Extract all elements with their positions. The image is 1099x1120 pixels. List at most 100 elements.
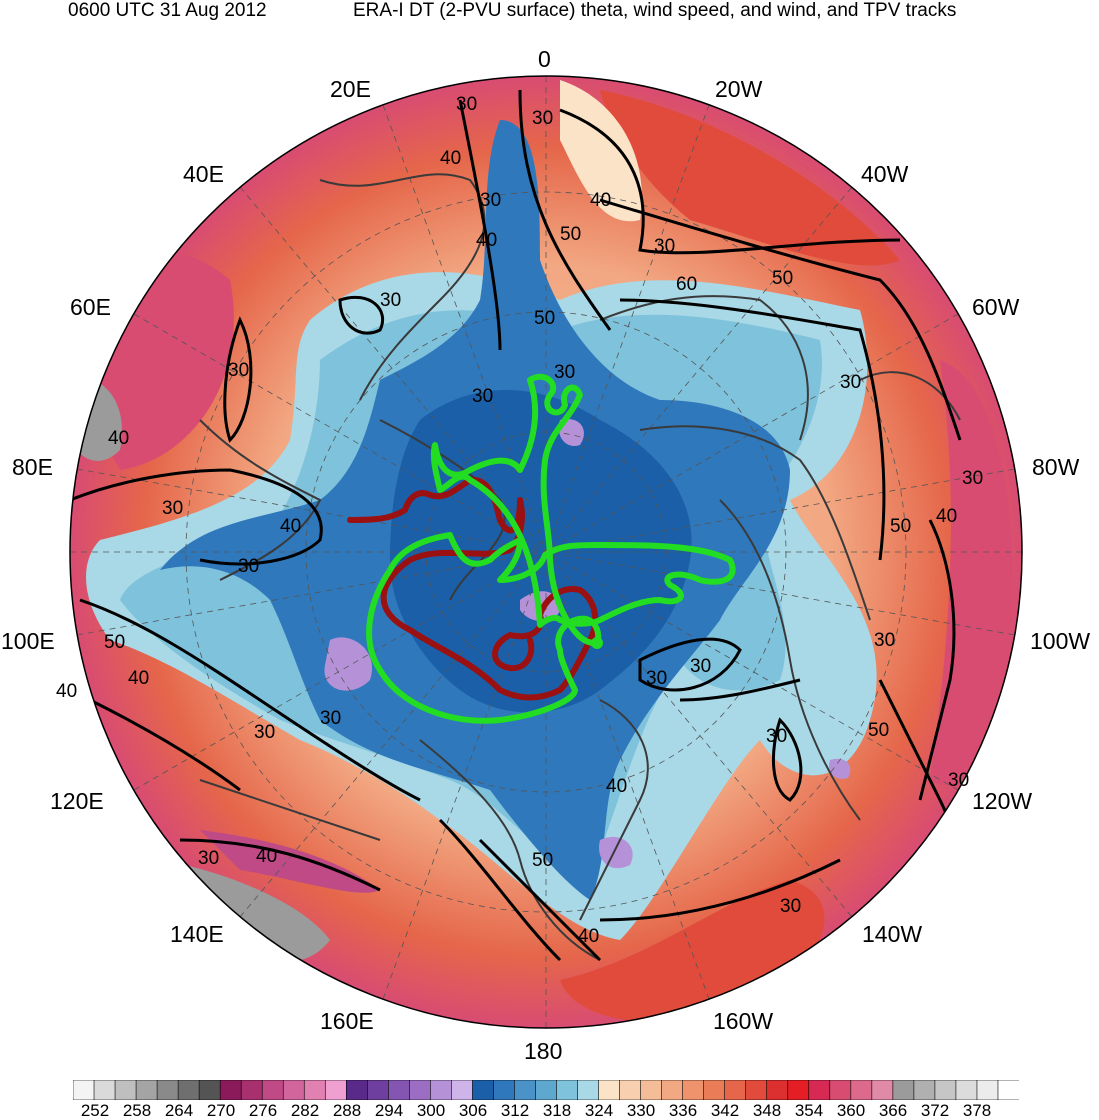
contour-label: 30 bbox=[948, 770, 969, 791]
contour-label: 30 bbox=[962, 468, 983, 489]
colorbar-cell bbox=[808, 1080, 831, 1100]
colorbar-cell bbox=[766, 1080, 789, 1100]
contour-label: 30 bbox=[874, 630, 895, 651]
colorbar-cell bbox=[324, 1080, 348, 1100]
colorbar-tick: 306 bbox=[458, 1101, 488, 1120]
colorbar-tick: 282 bbox=[290, 1101, 320, 1120]
colorbar-cell bbox=[240, 1080, 263, 1100]
longitude-label: 180 bbox=[524, 1038, 562, 1064]
header-datetime: 0600 UTC 31 Aug 2012 bbox=[68, 0, 267, 21]
longitude-label: 100E bbox=[1, 628, 55, 654]
contour-label: 50 bbox=[890, 516, 911, 537]
longitude-label: 100W bbox=[1030, 628, 1090, 654]
contour-label: 30 bbox=[320, 708, 341, 729]
map-boundary bbox=[69, 75, 1023, 1029]
theta-purple-spot-3 bbox=[599, 836, 633, 869]
colorbar-tick: 354 bbox=[794, 1101, 824, 1120]
colorbar-cell bbox=[114, 1080, 137, 1100]
contour-label: 30 bbox=[480, 190, 501, 211]
polar-map: 30 30 40 30 40 50 40 30 60 50 50 30 30 3… bbox=[1, 46, 1090, 1064]
longitude-labels: 0 20W 40W 60W 80W 100W 120W 140W 160W 18… bbox=[1, 46, 1090, 1064]
colorbar-cell bbox=[409, 1080, 432, 1100]
contour-label-group: 30 30 40 30 40 50 40 30 60 50 50 30 30 3… bbox=[56, 94, 983, 947]
colorbar-cell bbox=[472, 1080, 495, 1100]
contour-label: 40 bbox=[590, 190, 611, 211]
colorbar-tick: 258 bbox=[122, 1101, 152, 1120]
longitude-label: 40E bbox=[183, 161, 224, 187]
contour-label: 40 bbox=[936, 506, 957, 527]
contour-label: 30 bbox=[238, 556, 259, 577]
colorbar-cell bbox=[640, 1080, 663, 1100]
colorbar-cell bbox=[493, 1080, 516, 1100]
colorbar-tick: 336 bbox=[668, 1101, 698, 1120]
colorbar-cell bbox=[156, 1080, 179, 1100]
theta-purple-spot-2 bbox=[324, 637, 372, 691]
contour-label: 30 bbox=[766, 726, 787, 747]
colorbar-cell bbox=[892, 1080, 915, 1100]
longitude-label: 60E bbox=[70, 294, 111, 320]
colorbar-cell bbox=[451, 1080, 474, 1100]
longitude-label: 40W bbox=[861, 161, 909, 187]
contour-label: 30 bbox=[554, 362, 575, 383]
contour-label: 40 bbox=[108, 428, 129, 449]
contour-label: 30 bbox=[472, 386, 493, 407]
colorbar-tick: 324 bbox=[584, 1101, 614, 1120]
longitude-label: 120W bbox=[972, 788, 1032, 814]
longitude-label: 140E bbox=[170, 921, 224, 947]
colorbar-cell bbox=[198, 1080, 221, 1100]
wind-speed-contours bbox=[70, 89, 962, 962]
colorbar-cell bbox=[261, 1080, 285, 1100]
colorbar-tick: 342 bbox=[710, 1101, 740, 1120]
colorbar-cell bbox=[829, 1080, 852, 1100]
longitude-label: 60W bbox=[972, 294, 1020, 320]
colorbar-cell bbox=[745, 1080, 768, 1100]
colorbar-tick: 318 bbox=[542, 1101, 572, 1120]
contour-label: 40 bbox=[256, 846, 277, 867]
contour-label: 30 bbox=[654, 236, 675, 257]
colorbar-tick: 348 bbox=[752, 1101, 782, 1120]
contour-label: 40 bbox=[128, 668, 149, 689]
longitude-label: 0 bbox=[538, 46, 551, 72]
colorbar-tick: 372 bbox=[920, 1101, 950, 1120]
colorbar-cell bbox=[303, 1080, 327, 1100]
colorbar-tick: 294 bbox=[374, 1101, 404, 1120]
theta-light-region-ne bbox=[560, 80, 642, 222]
colorbar-cell bbox=[997, 1080, 1019, 1100]
colorbar-tick: 288 bbox=[332, 1101, 362, 1120]
colorbar-cell bbox=[367, 1080, 390, 1100]
colorbar-tick: 270 bbox=[206, 1101, 236, 1120]
contour-label: 30 bbox=[162, 498, 183, 519]
colorbar-cell bbox=[787, 1080, 810, 1100]
contour-label: 40 bbox=[440, 148, 461, 169]
colorbar-tick: 264 bbox=[164, 1101, 194, 1120]
contour-label: 40 bbox=[476, 230, 497, 251]
theta-purple-spot-4 bbox=[558, 419, 584, 446]
colorbar-cell bbox=[556, 1080, 579, 1100]
colorbar-cell bbox=[598, 1080, 621, 1100]
colorbar-cell bbox=[514, 1080, 537, 1100]
contour-label: 30 bbox=[456, 94, 477, 115]
colorbar-cell bbox=[345, 1080, 369, 1100]
colorbar-cell bbox=[73, 1080, 95, 1100]
contour-label: 30 bbox=[646, 668, 667, 689]
contour-label: 50 bbox=[868, 720, 889, 741]
colorbar-tick: 276 bbox=[248, 1101, 278, 1120]
colorbar-cell bbox=[282, 1080, 306, 1100]
contour-label: 30 bbox=[532, 108, 553, 129]
contour-label: 60 bbox=[676, 274, 697, 295]
colorbar-cell bbox=[724, 1080, 747, 1100]
contour-label: 40 bbox=[606, 776, 627, 797]
contour-label: 40 bbox=[280, 516, 301, 537]
contour-label: 50 bbox=[532, 850, 553, 871]
colorbar-cell bbox=[703, 1080, 726, 1100]
theta-purple-spot-5 bbox=[829, 758, 851, 779]
colorbar-cell bbox=[976, 1080, 999, 1100]
colorbar-cell bbox=[577, 1080, 600, 1100]
theta-field bbox=[70, 76, 1022, 1028]
colorbar-tick: 360 bbox=[836, 1101, 866, 1120]
longitude-label: 20W bbox=[715, 76, 763, 102]
tpv-track-green bbox=[366, 373, 736, 724]
colorbar-tick: 366 bbox=[878, 1101, 908, 1120]
colorbar-tick-labels: 252 258 264 270 276 282 288 294 300 306 … bbox=[0, 1100, 1099, 1120]
contour-label: 30 bbox=[380, 290, 401, 311]
